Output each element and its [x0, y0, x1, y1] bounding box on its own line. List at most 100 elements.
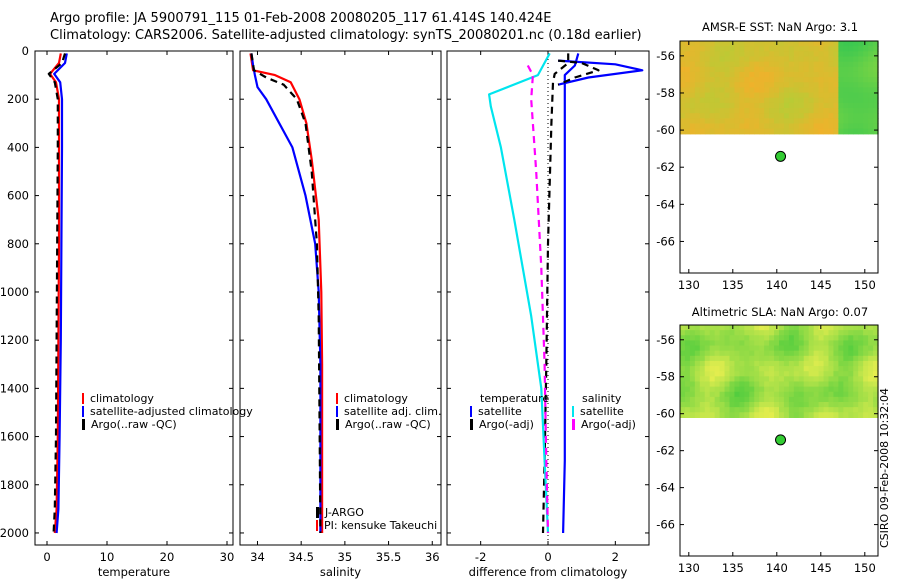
heatmap-cell: [808, 366, 815, 372]
heatmap-cell: [848, 97, 854, 104]
heatmap-cell: [868, 335, 874, 341]
heatmap-cell: [744, 355, 750, 362]
heatmap-cell: [744, 87, 750, 94]
heatmap-cell: [818, 345, 825, 352]
heatmap-cell: [818, 46, 825, 52]
heatmap-cell: [729, 108, 736, 114]
heatmap-cell: [833, 61, 839, 68]
heatmap-cell: [798, 46, 805, 52]
heatmap-cell: [704, 376, 711, 383]
heatmap-cell: [779, 92, 785, 99]
heatmap-cell: [833, 108, 839, 114]
heatmap-cell: [739, 391, 745, 398]
heatmap-cell: [724, 128, 731, 135]
heatmap-cell: [714, 82, 721, 88]
heatmap-cell: [704, 71, 711, 78]
heatmap-cell: [843, 128, 849, 135]
heatmap-cell: [818, 97, 825, 104]
heatmap-cell: [808, 113, 815, 119]
heatmap-cell: [823, 51, 830, 58]
heatmap-cell: [694, 77, 701, 83]
legend-label-satellite: satellite: [580, 405, 624, 418]
heatmap-cell: [788, 371, 795, 377]
heatmap-cell: [813, 113, 820, 119]
heatmap-cell: [858, 350, 864, 357]
heatmap-cell: [848, 108, 854, 114]
heatmap-cell: [699, 335, 706, 341]
difference-salinity-legend: salinity satellite Argo(-adj): [572, 392, 636, 431]
heatmap-cell: [868, 396, 874, 403]
heatmap-cell: [828, 355, 835, 362]
heatmap-cell: [838, 335, 844, 341]
heatmap-cell: [709, 113, 716, 119]
heatmap-cell: [769, 77, 775, 83]
legend-label-argo: Argo(..raw -QC): [345, 418, 431, 431]
heatmap-cell: [704, 66, 711, 73]
heatmap-cell: [769, 66, 775, 73]
float-annotation: J-ARGO PI: kensuke Takeuchi: [316, 506, 437, 532]
heatmap-cell: [739, 108, 745, 114]
heatmap-cell: [803, 61, 810, 68]
heatmap-cell: [858, 118, 864, 125]
heatmap-cell: [863, 51, 869, 58]
heatmap-cell: [684, 56, 691, 63]
heatmap-cell: [754, 335, 760, 341]
heatmap-cell: [689, 56, 696, 63]
heatmap-cell: [793, 335, 800, 341]
heatmap-cell: [699, 330, 706, 336]
heatmap-cell: [853, 123, 859, 130]
heatmap-cell: [684, 66, 691, 73]
heatmap-cell: [724, 82, 731, 88]
heatmap-cell: [808, 345, 815, 352]
heatmap-cell: [749, 108, 755, 114]
heatmap-cell: [788, 412, 795, 418]
heatmap-cell: [749, 128, 755, 135]
heatmap-cell: [823, 108, 830, 114]
heatmap-cell: [774, 118, 780, 125]
heatmap-cell: [803, 407, 810, 413]
heatmap-cell: [699, 128, 706, 135]
heatmap-cell: [744, 345, 750, 352]
heatmap-cell: [848, 386, 854, 393]
heatmap-cell: [823, 350, 830, 357]
heatmap-cell: [769, 71, 775, 78]
heatmap-cell: [704, 355, 711, 362]
heatmap-cell: [823, 407, 830, 413]
heatmap-cell: [729, 118, 736, 125]
heatmap-cell: [719, 376, 726, 383]
heatmap-cell: [848, 41, 854, 47]
heatmap-cell: [719, 391, 726, 398]
heatmap-cell: [798, 61, 805, 68]
heatmap-cell: [853, 61, 859, 68]
heatmap-cell: [774, 386, 780, 393]
heatmap-cell: [843, 396, 849, 403]
heatmap-cell: [833, 350, 839, 357]
heatmap-cell: [709, 97, 716, 104]
heatmap-cell: [774, 396, 780, 403]
heatmap-cell: [803, 340, 810, 347]
heatmap-cell: [709, 51, 716, 58]
heatmap-cell: [694, 41, 701, 47]
heatmap-cell: [779, 118, 785, 125]
heatmap-cell: [868, 412, 874, 418]
heatmap-cell: [853, 407, 859, 413]
heatmap-cell: [724, 381, 731, 388]
x-tick-label: 130: [678, 278, 700, 292]
x-tick-label: 35: [338, 550, 353, 564]
heatmap-cell: [774, 360, 780, 367]
heatmap-cell: [754, 366, 760, 372]
heatmap-cell: [818, 396, 825, 403]
heatmap-cell: [759, 386, 765, 393]
heatmap-cell: [739, 350, 745, 357]
heatmap-cell: [868, 360, 874, 367]
heatmap-cell: [779, 123, 785, 130]
heatmap-cell: [783, 97, 790, 104]
heatmap-cell: [759, 350, 765, 357]
heatmap-cell: [779, 386, 785, 393]
heatmap-cell: [744, 325, 750, 331]
heatmap-cell: [858, 41, 864, 47]
y-tick-label: 1600: [0, 430, 29, 444]
heatmap-cell: [828, 87, 835, 94]
heatmap-cell: [684, 113, 691, 119]
heatmap-cell: [793, 128, 800, 135]
